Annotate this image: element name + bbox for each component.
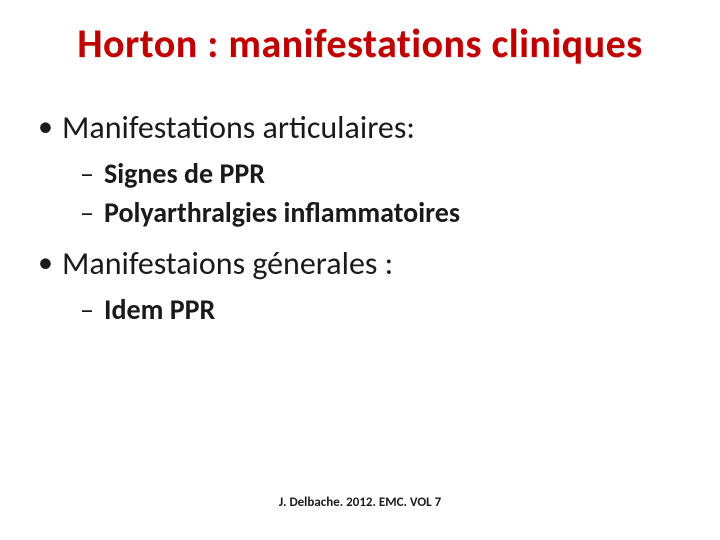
bullet-level1: Manifestaions génerales : [34,244,686,284]
bullet-level2: Polyarthralgies inflammatoires [34,195,686,230]
bullet-level1: Manifestations articulaires: [34,108,686,148]
slide-footer-citation: J. Delbache. 2012. EMC. VOL 7 [0,495,720,510]
bullet-level2: Signes de PPR [34,156,686,191]
spacer [34,234,686,244]
slide: Horton : manifestations cliniques Manife… [0,0,720,540]
slide-title: Horton : manifestations cliniques [0,22,720,66]
slide-body: Manifestations articulaires: Signes de P… [34,108,686,331]
bullet-level2: Idem PPR [34,292,686,327]
